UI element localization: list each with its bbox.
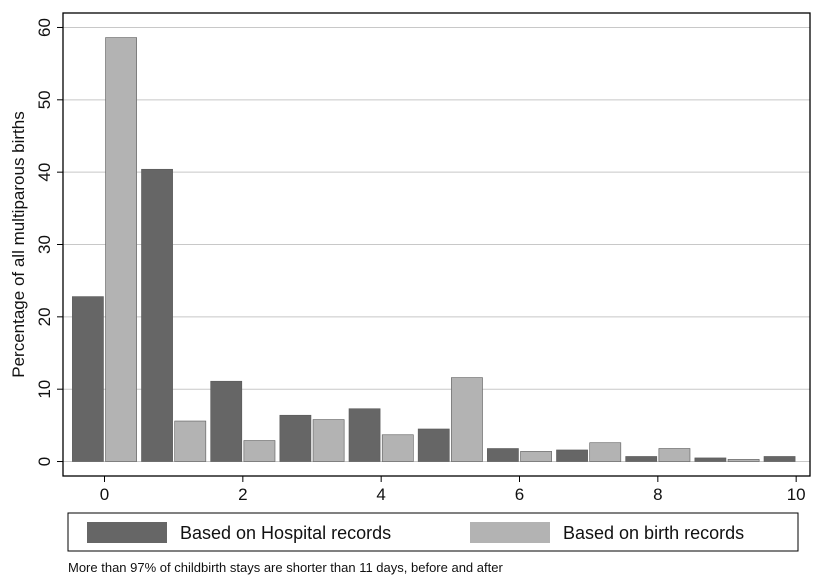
bar-hospital-9 [694,457,727,462]
x-tick-label: 2 [238,485,247,504]
bar-birth-5 [451,377,483,462]
x-tick-label: 0 [100,485,109,504]
bar-hospital-3 [279,414,312,462]
legend-label-hospital: Based on Hospital records [180,523,391,543]
bar-birth-1 [174,420,207,462]
x-tick-label: 6 [515,485,524,504]
bar-birth-8 [658,448,691,462]
legend [67,512,799,552]
y-tick-label: 60 [35,18,54,37]
y-tick-label: 10 [35,380,54,399]
bar-birth-4 [381,434,414,462]
bar-hospital-5 [417,428,450,462]
bar-birth-9 [727,459,760,462]
x-tick-label: 4 [376,485,385,504]
legend-label-birth: Based on birth records [563,523,744,543]
footnote: More than 97% of childbirth stays are sh… [68,560,503,575]
bar-birth-7 [589,442,622,462]
bar-hospital-8 [625,456,658,462]
y-tick-label: 20 [35,307,54,326]
y-tick-label: 50 [35,90,54,109]
bar-hospital-4 [348,408,381,462]
bar-birth-2 [243,440,276,462]
grid-lines [63,26,810,463]
bar-hospital-6 [487,448,519,462]
bar-hospital-1 [141,168,173,462]
bar-birth-6 [520,451,552,462]
y-tick-label: 40 [35,163,54,182]
bar-hospital-10 [763,456,796,462]
x-tick-label: 8 [653,485,662,504]
x-tick-label: 10 [787,485,806,504]
bar-hospital-7 [556,449,588,462]
bar-hospital-0 [72,296,104,462]
bar-hospital-2 [210,380,243,462]
bar-birth-0 [105,37,137,462]
bar-birth-3 [312,419,345,462]
bars [72,37,796,462]
legend-swatch-hospital [87,522,167,543]
axis-ticks: 0 10 20 30 40 50 60 0 2 4 6 8 10 [35,18,806,504]
legend-swatch-birth [470,522,550,543]
y-axis-label: Percentage of all multiparous births [9,111,28,377]
y-tick-label: 30 [35,235,54,254]
y-tick-label: 0 [35,457,54,466]
